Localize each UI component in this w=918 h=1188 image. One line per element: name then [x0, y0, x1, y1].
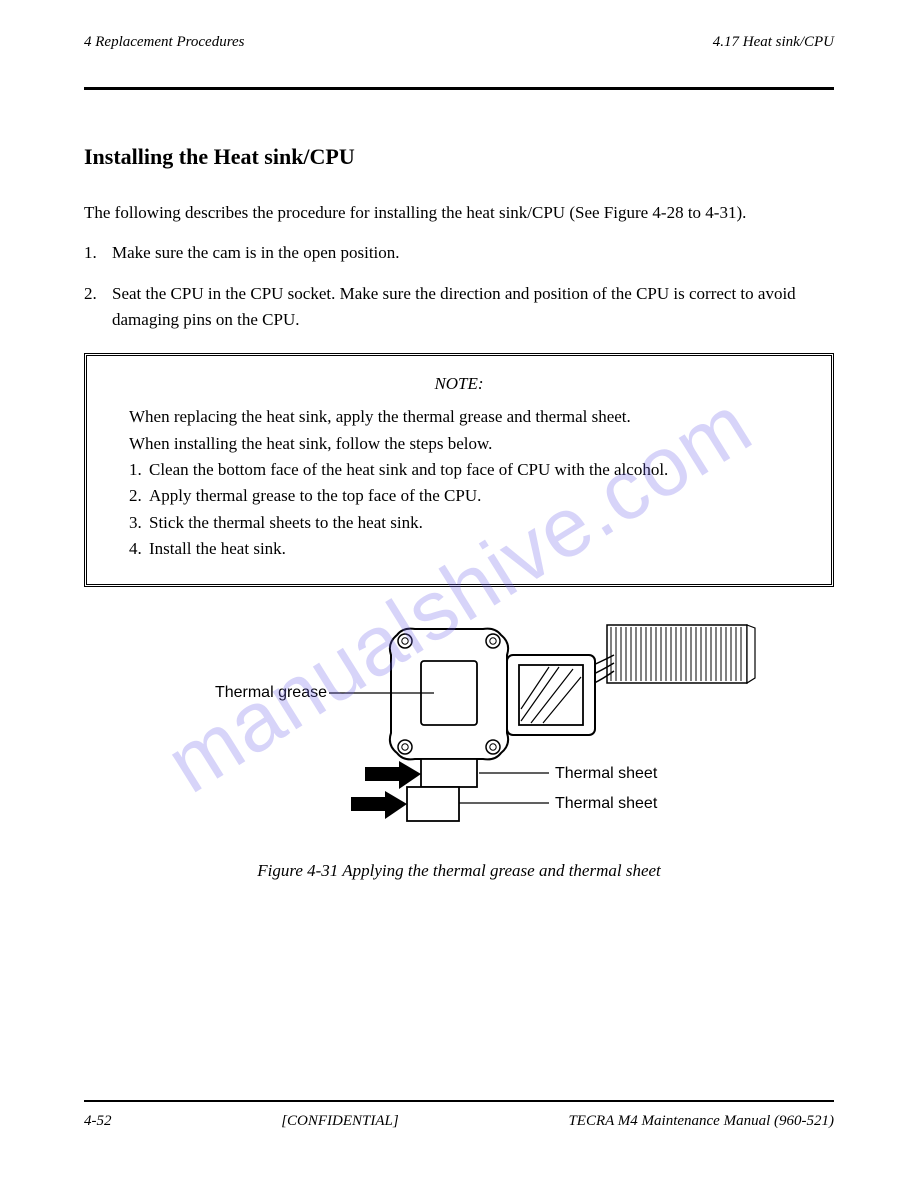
step-text: Seat the CPU in the CPU socket. Make sur… [112, 281, 834, 334]
note-line: When installing the heat sink, follow th… [129, 431, 809, 457]
note-sub-num: 3. [129, 510, 149, 536]
label-thermal-sheet-2: Thermal sheet [555, 795, 658, 812]
note-sub-text: Apply thermal grease to the top face of … [149, 483, 481, 509]
note-title: NOTE: [109, 374, 809, 394]
note-sub-text: Stick the thermal sheets to the heat sin… [149, 510, 423, 536]
note-sub-4: 4. Install the heat sink. [129, 536, 809, 562]
secondary-plate-icon [507, 655, 595, 735]
intro-text: The following describes the procedure fo… [84, 200, 834, 226]
header-right: 4.17 Heat sink/CPU [713, 34, 834, 51]
note-line: When replacing the heat sink, apply the … [129, 404, 809, 430]
note-sub-2: 2. Apply thermal grease to the top face … [129, 483, 809, 509]
note-sub-1: 1. Clean the bottom face of the heat sin… [129, 457, 809, 483]
footer-center: [CONFIDENTIAL] [281, 1113, 399, 1130]
note-sub-3: 3. Stick the thermal sheets to the heat … [129, 510, 809, 536]
note-sub-num: 1. [129, 457, 149, 483]
step-1: 1. Make sure the cam is in the open posi… [84, 240, 834, 266]
header-rule [84, 87, 834, 90]
arrow-icon [365, 761, 421, 789]
cpu-plate-icon [390, 629, 508, 821]
step-2: 2. Seat the CPU in the CPU socket. Make … [84, 281, 834, 334]
note-sub-text: Clean the bottom face of the heat sink a… [149, 457, 668, 483]
footer-right: TECRA M4 Maintenance Manual (960-521) [568, 1113, 834, 1130]
figure-diagram: Thermal grease Thermal sheet Thermal she… [84, 613, 834, 843]
section-title: Installing the Heat sink/CPU [84, 144, 834, 170]
footer-rule [84, 1100, 834, 1102]
note-sub-text: Install the heat sink. [149, 536, 286, 562]
label-thermal-grease: Thermal grease [215, 684, 327, 701]
footer-page-number: 4-52 [84, 1113, 112, 1130]
note-sub-num: 2. [129, 483, 149, 509]
radiator-icon [607, 625, 755, 683]
step-text: Make sure the cam is in the open positio… [112, 240, 834, 266]
step-number: 2. [84, 281, 112, 334]
figure-caption: Figure 4-31 Applying the thermal grease … [84, 861, 834, 881]
note-box: NOTE: When replacing the heat sink, appl… [84, 353, 834, 587]
step-number: 1. [84, 240, 112, 266]
label-thermal-sheet-1: Thermal sheet [555, 765, 658, 782]
header-left: 4 Replacement Procedures [84, 34, 245, 51]
note-sub-num: 4. [129, 536, 149, 562]
page-footer: 4-52 [CONFIDENTIAL] TECRA M4 Maintenance… [84, 1113, 834, 1130]
arrow-icon [351, 791, 407, 819]
heatsink-svg: Thermal grease Thermal sheet Thermal she… [159, 613, 759, 843]
page-header: 4 Replacement Procedures 4.17 Heat sink/… [84, 34, 834, 51]
